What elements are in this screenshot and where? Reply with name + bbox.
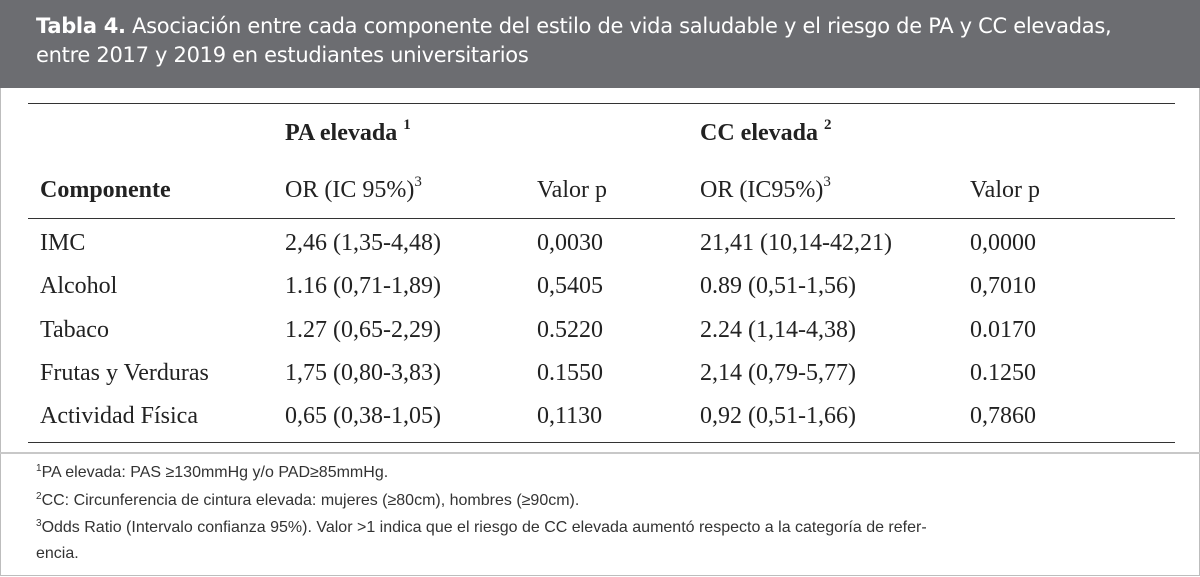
table-cell-or2: 0.89 (0,51-1,56) — [700, 273, 856, 300]
top-rule — [28, 103, 1175, 104]
col-header-p-pa: Valor p — [537, 177, 607, 203]
table-cell-or1: 0,65 (0,38-1,05) — [285, 403, 441, 430]
table-cell-p1: 0,5405 — [537, 273, 603, 300]
footnote-separator — [0, 452, 1200, 454]
footnote-3: 3Odds Ratio (Intervalo confianza 95%). V… — [36, 518, 927, 536]
table-cell-or1: 1,75 (0,80-3,83) — [285, 359, 441, 386]
table-cell-or2: 0,92 (0,51-1,66) — [700, 403, 856, 430]
table-cell-p2: 0.0170 — [970, 316, 1036, 343]
title-text: Asociación entre cada componente del est… — [132, 14, 1112, 38]
col-header-component: Componente — [40, 177, 171, 203]
table-cell-or2: 2.24 (1,14-4,38) — [700, 316, 856, 343]
table-title: Tabla 4. Asociación entre cada component… — [0, 0, 1200, 88]
table-cell-component: Tabaco — [40, 316, 109, 343]
table-cell-or1: 1.16 (0,71-1,89) — [285, 273, 441, 300]
col-header-p-cc: Valor p — [970, 177, 1040, 203]
table-cell-or2: 21,41 (10,14-42,21) — [700, 230, 892, 256]
footnote-1: 1PA elevada: PAS ≥130mmHg y/o PAD≥85mmHg… — [36, 463, 389, 481]
table-cell-or1: 1.27 (0,65-2,29) — [285, 316, 441, 343]
table-cell-p1: 0.5220 — [537, 316, 603, 343]
table-cell-or2: 2,14 (0,79-5,77) — [700, 359, 856, 386]
table-cell-component: Frutas y Verduras — [40, 359, 209, 386]
group-header-pa: PA elevada 1 — [285, 117, 411, 146]
table-cell-component: Actividad Física — [40, 403, 198, 430]
table-cell-p2: 0.1250 — [970, 359, 1036, 386]
table-cell-p2: 0,0000 — [970, 230, 1036, 256]
table-cell-p2: 0,7860 — [970, 403, 1036, 430]
group-header-cc: CC elevada 2 — [700, 117, 832, 146]
table-cell-or1: 2,46 (1,35-4,48) — [285, 230, 441, 256]
title-text-line2: entre 2017 y 2019 en estudiantes univers… — [36, 43, 529, 67]
table-cell-component: IMC — [40, 230, 86, 256]
table-cell-component: Alcohol — [40, 273, 118, 300]
header-rule — [28, 218, 1175, 219]
table-cell-p1: 0.1550 — [537, 359, 603, 386]
bottom-rule — [28, 442, 1175, 443]
table-cell-p2: 0,7010 — [970, 273, 1036, 300]
footnote-3-cont: encia. — [36, 545, 79, 562]
table-cell-p1: 0,1130 — [537, 403, 603, 430]
col-header-or-cc: OR (IC95%)3 — [700, 174, 831, 203]
col-header-or-pa: OR (IC 95%)3 — [285, 174, 422, 203]
table-cell-p1: 0,0030 — [537, 230, 603, 256]
table-number: Tabla 4. — [36, 14, 126, 38]
footnote-2: 2CC: Circunferencia de cintura elevada: … — [36, 491, 580, 509]
